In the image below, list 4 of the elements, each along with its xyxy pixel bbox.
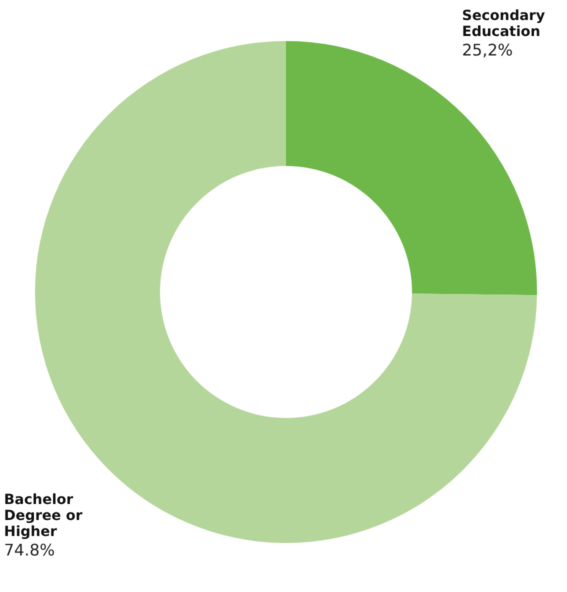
data-label: 25,2%: [462, 40, 513, 60]
slice-label: Bachelor Degree or Higher: [4, 492, 83, 540]
data-label: 74.8%: [4, 540, 55, 560]
slice-label: Secondary Education: [462, 8, 545, 40]
